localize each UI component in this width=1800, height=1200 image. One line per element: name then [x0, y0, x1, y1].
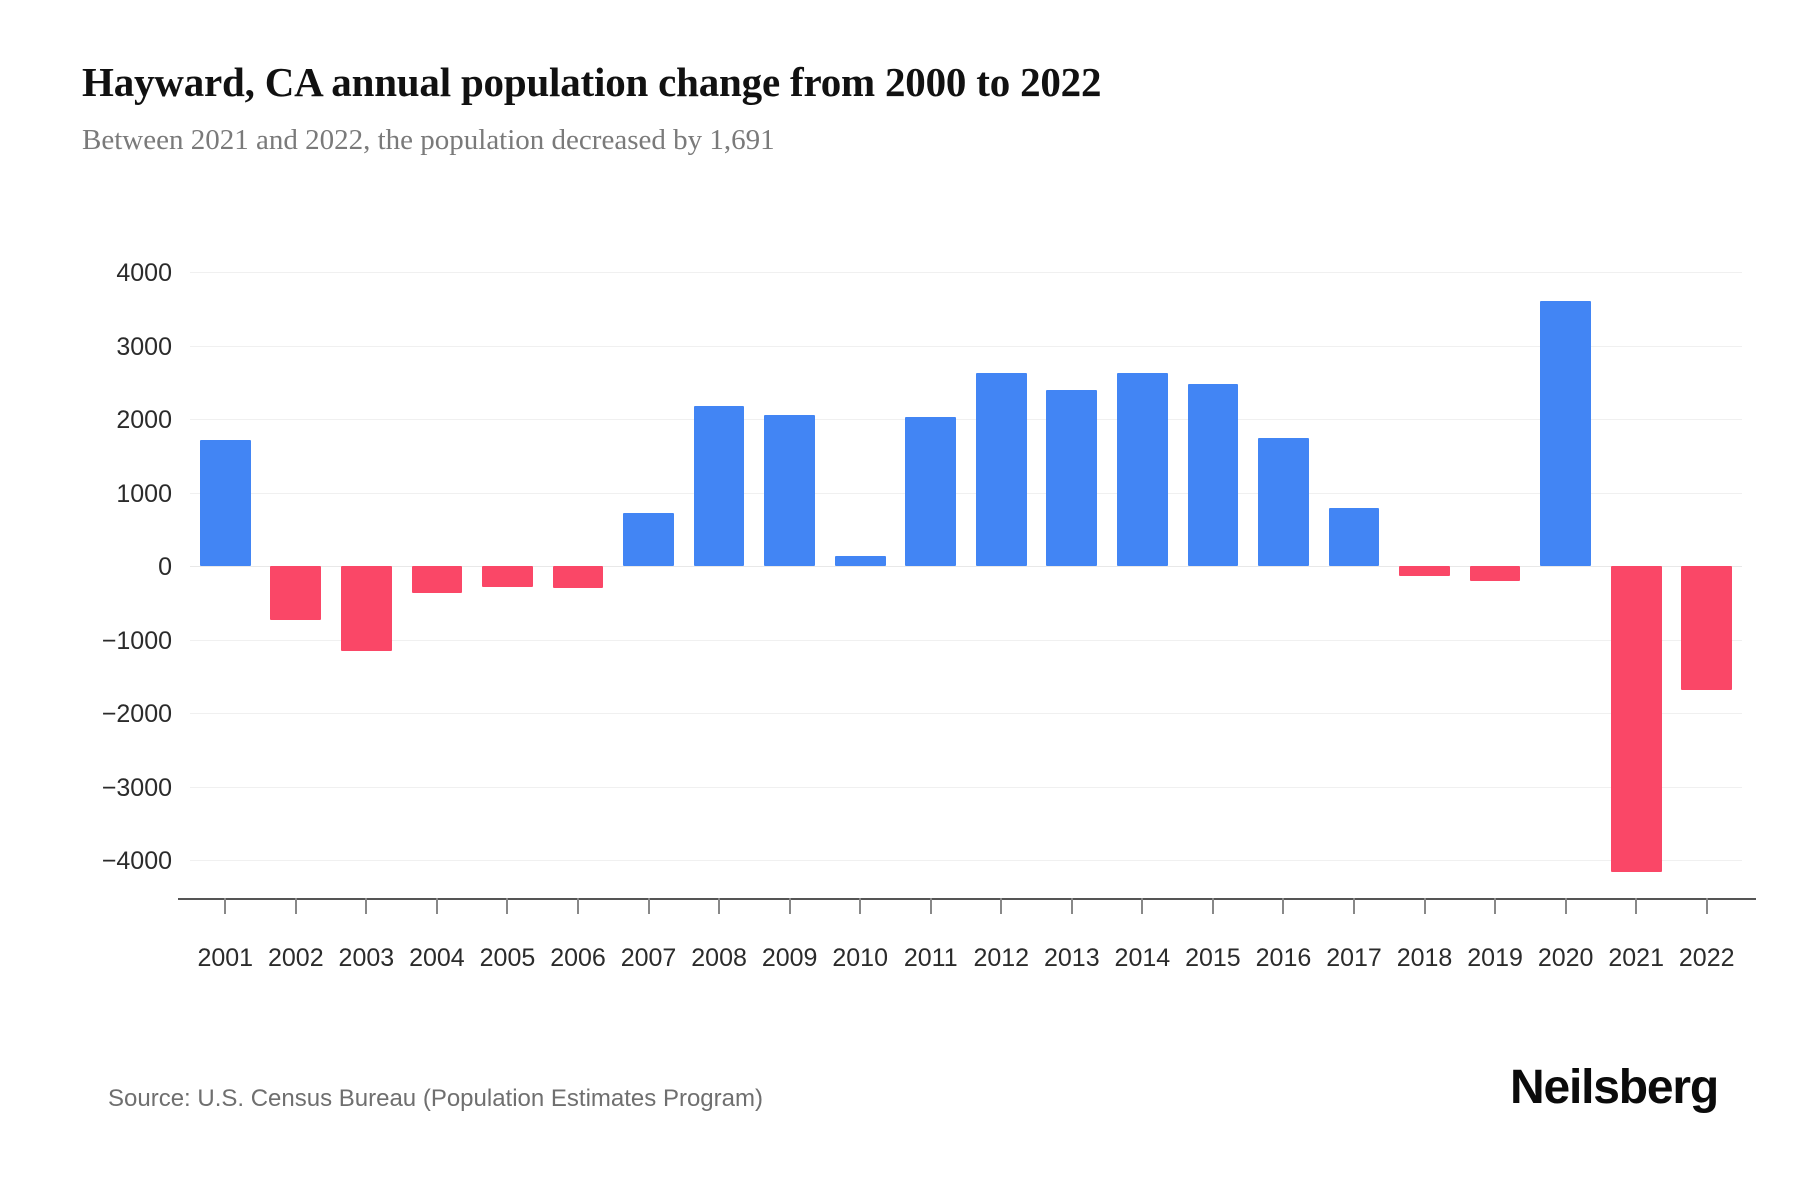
- bar-2006[interactable]: [552, 566, 604, 588]
- bar-2014[interactable]: [1116, 372, 1168, 566]
- gridline: [190, 345, 1742, 347]
- x-axis-tick-label-2005: 2005: [479, 944, 536, 972]
- bar-2017[interactable]: [1328, 507, 1380, 566]
- gridline: [190, 639, 1742, 641]
- brand-logo: Neilsberg: [1510, 1061, 1719, 1114]
- x-axis-tick-mark: [1635, 898, 1638, 914]
- bar-2022[interactable]: [1681, 566, 1733, 691]
- x-axis-tick-mark: [1141, 898, 1144, 914]
- x-axis-tick-mark: [1423, 898, 1426, 914]
- x-axis-tick-label-2013: 2013: [1044, 944, 1100, 972]
- y-axis-tick-label: 4000: [116, 259, 172, 287]
- y-axis-tick-label: 3000: [116, 332, 172, 361]
- source-note: Source: U.S. Census Bureau (Population E…: [108, 1085, 763, 1112]
- x-axis-tick-label-2016: 2016: [1255, 944, 1312, 972]
- x-axis-tick-label-2002: 2002: [268, 944, 324, 972]
- x-axis-tick-mark: [1564, 898, 1567, 914]
- x-axis-tick-mark: [647, 898, 650, 914]
- x-axis-tick-label-2003: 2003: [338, 944, 395, 972]
- x-axis-tick-label-2019: 2019: [1467, 944, 1523, 972]
- x-axis-tick-label-2011: 2011: [903, 944, 958, 972]
- bar-2016[interactable]: [1258, 438, 1309, 566]
- x-axis-tick-label-2006: 2006: [550, 944, 606, 972]
- bar-2007[interactable]: [623, 513, 674, 566]
- x-axis-tick-mark: [1070, 898, 1073, 914]
- bar-2001[interactable]: [199, 439, 251, 566]
- x-axis-tick-mark: [718, 898, 721, 914]
- bar-2015[interactable]: [1187, 384, 1239, 566]
- x-axis-tick-mark: [1282, 898, 1285, 914]
- bar-2002[interactable]: [270, 566, 322, 621]
- gridline: [190, 272, 1742, 273]
- x-axis-tick-label-2009: 2009: [761, 944, 818, 972]
- x-axis-tick-mark: [577, 898, 579, 914]
- bar-2013[interactable]: [1046, 390, 1098, 566]
- gridline: [190, 419, 1742, 420]
- y-axis-tick-label: 0: [158, 553, 172, 581]
- x-axis-tick-label-2021: 2021: [1608, 944, 1664, 972]
- y-axis-tick-label: −1000: [101, 626, 172, 655]
- bar-2010[interactable]: [834, 555, 886, 566]
- bar-2004[interactable]: [411, 566, 463, 594]
- x-axis-tick-mark: [365, 898, 368, 914]
- x-axis-tick-mark: [859, 898, 862, 914]
- x-axis-tick-label-2020: 2020: [1537, 944, 1594, 972]
- x-axis-tick-label-2004: 2004: [409, 944, 465, 972]
- bar-2012[interactable]: [975, 373, 1027, 566]
- y-axis-tick-label: 2000: [116, 406, 172, 434]
- x-axis-tick-mark: [224, 898, 227, 914]
- x-axis-tick-mark: [435, 898, 438, 914]
- x-axis-tick-mark: [294, 898, 297, 914]
- y-axis-tick-label: −2000: [101, 700, 172, 728]
- gridline: [190, 786, 1742, 788]
- x-axis-tick-mark: [1494, 898, 1497, 914]
- bar-2018[interactable]: [1399, 566, 1450, 576]
- chart-header: Hayward, CA annual population change fro…: [82, 56, 1722, 160]
- x-axis-tick-mark: [1353, 898, 1355, 914]
- bar-2019[interactable]: [1469, 566, 1521, 581]
- bar-2008[interactable]: [693, 405, 745, 566]
- chart-subtitle: Between 2021 and 2022, the population de…: [82, 124, 775, 156]
- bar-2009[interactable]: [764, 415, 816, 566]
- x-axis-tick-mark: [506, 898, 509, 914]
- zero-baseline: [190, 566, 1742, 567]
- x-axis-tick-label-2015: 2015: [1185, 944, 1241, 972]
- x-axis-tick-label-2007: 2007: [620, 944, 677, 972]
- gridline: [190, 492, 1742, 494]
- x-axis-tick-mark: [788, 898, 791, 914]
- bar-2011[interactable]: [905, 416, 957, 566]
- y-axis-tick-label: −3000: [101, 773, 172, 802]
- x-axis-line: [178, 898, 1756, 900]
- gridline: [190, 860, 1742, 861]
- y-axis-tick-label: −4000: [101, 847, 172, 875]
- y-axis-tick-label: 1000: [116, 479, 172, 508]
- bar-2021[interactable]: [1610, 566, 1662, 872]
- bar-2020[interactable]: [1540, 301, 1592, 566]
- x-axis-tick-mark: [929, 898, 932, 914]
- x-axis-tick-mark: [1000, 898, 1003, 914]
- x-axis-tick-label-2014: 2014: [1114, 944, 1171, 972]
- page-title: Hayward, CA annual population change fro…: [82, 59, 1102, 105]
- x-axis-tick-label-2012: 2012: [973, 944, 1030, 972]
- x-axis-tick-mark: [1705, 898, 1708, 914]
- bar-2005[interactable]: [482, 566, 533, 587]
- x-axis-tick-label-2008: 2008: [691, 944, 747, 972]
- x-axis-tick-label-2010: 2010: [832, 944, 888, 972]
- gridline: [190, 713, 1742, 714]
- x-axis-tick-mark: [1211, 898, 1214, 914]
- bar-2003[interactable]: [340, 566, 392, 651]
- x-axis-tick-label-2017: 2017: [1326, 944, 1382, 972]
- x-axis-tick-label-2018: 2018: [1396, 944, 1453, 972]
- x-axis-tick-label-2001: 2001: [197, 944, 254, 972]
- x-axis-tick-label-2022: 2022: [1678, 944, 1735, 972]
